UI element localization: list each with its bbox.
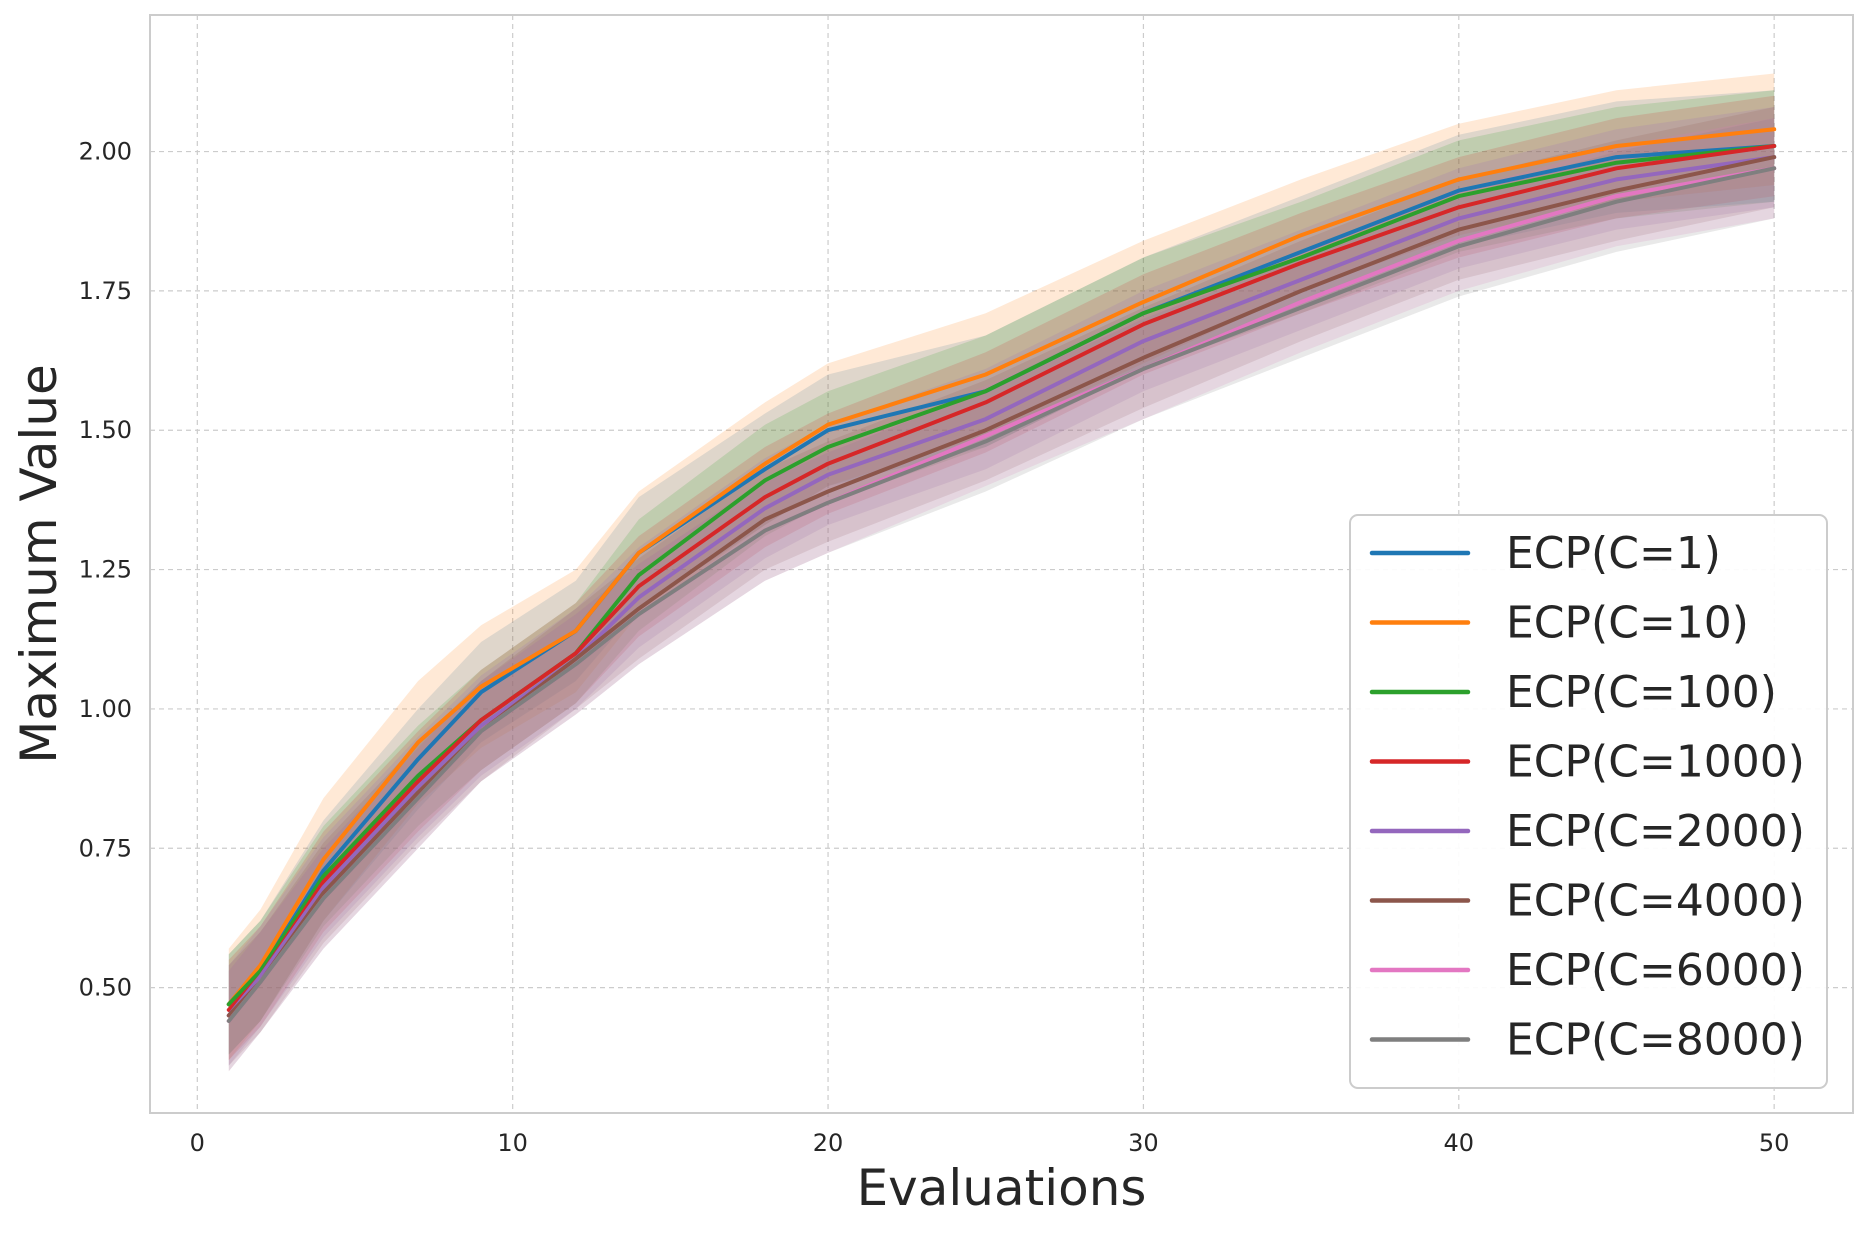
- legend-label: ECP(C=2000): [1506, 806, 1805, 857]
- series-line-0: [226, 144, 1777, 1007]
- x-tick-labels: 0 10 20 30 40 50: [190, 1129, 1790, 1157]
- series-line-2: [226, 144, 1777, 1007]
- series-line-7: [226, 166, 1777, 1023]
- y-axis-label: Maximum Value: [10, 364, 68, 764]
- series-band-0: [228, 90, 1775, 1055]
- legend-label: ECP(C=4000): [1506, 876, 1805, 927]
- y-tick-label: 1.50: [79, 416, 132, 444]
- series-line-1: [226, 127, 1777, 1007]
- y-tick-labels: 0.50 0.75 1.00 1.25 1.50 1.75 2.00: [79, 138, 132, 1002]
- series-band-7: [228, 118, 1775, 1072]
- y-tick-label: 0.75: [79, 834, 132, 862]
- legend-label: ECP(C=100): [1506, 667, 1777, 718]
- series-lines: [226, 127, 1777, 1023]
- legend-label: ECP(C=1000): [1506, 737, 1805, 788]
- plot-frame: [149, 14, 1854, 1114]
- legend-label: ECP(C=1): [1506, 528, 1721, 579]
- series-line-4: [226, 155, 1777, 1018]
- legend-label: ECP(C=8000): [1506, 1015, 1805, 1066]
- y-tick-label: 2.00: [79, 138, 132, 166]
- series-band-2: [228, 90, 1775, 1055]
- x-tick-label: 50: [1759, 1129, 1790, 1157]
- x-tick-label: 30: [1128, 1129, 1159, 1157]
- x-axis-label: Evaluations: [857, 1159, 1147, 1217]
- legend-box: [1349, 514, 1828, 1089]
- y-tick-label: 0.50: [79, 974, 132, 1002]
- x-tick-label: 40: [1444, 1129, 1475, 1157]
- y-tick-label: 1.00: [79, 695, 132, 723]
- y-tick-label: 1.75: [79, 277, 132, 305]
- x-tick-label: 20: [813, 1129, 844, 1157]
- series-band-1: [228, 73, 1775, 1061]
- series-band-6: [228, 118, 1775, 1072]
- legend: ECP(C=1) ECP(C=10) ECP(C=100) ECP(C=1000) EC…: [1349, 514, 1828, 1089]
- series-band-3: [228, 95, 1775, 1061]
- x-tick-label: 0: [190, 1129, 205, 1157]
- series-line-5: [226, 155, 1777, 1018]
- legend-label: ECP(C=10): [1506, 598, 1749, 649]
- y-tick-label: 1.25: [79, 556, 132, 584]
- series-line-3: [226, 144, 1777, 1012]
- x-tick-label: 10: [497, 1129, 528, 1157]
- legend-label: ECP(C=6000): [1506, 945, 1805, 996]
